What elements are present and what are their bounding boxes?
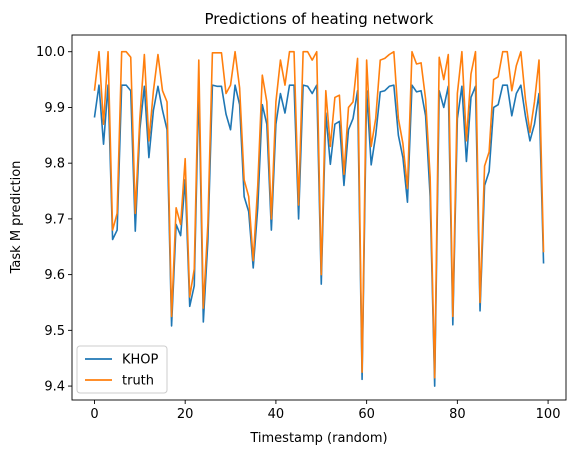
legend-label-truth: truth bbox=[122, 374, 154, 389]
y-tick-label: 9.8 bbox=[44, 157, 65, 172]
chart-title: Predictions of heating network bbox=[204, 10, 433, 28]
y-tick-label: 9.9 bbox=[44, 101, 65, 116]
y-axis-title: Task M prediction bbox=[9, 161, 24, 275]
legend-label-khop: KHOP bbox=[122, 353, 159, 368]
y-tick-label: 9.4 bbox=[44, 380, 65, 395]
x-tick-label: 100 bbox=[536, 407, 561, 422]
y-tick-label: 9.7 bbox=[44, 212, 65, 227]
legend: KHOP truth bbox=[76, 345, 168, 394]
axes-frame bbox=[71, 34, 567, 401]
x-tick-label: 80 bbox=[449, 407, 466, 422]
x-tick-label: 40 bbox=[268, 407, 285, 422]
plot-area bbox=[93, 50, 545, 387]
x-tick-label: 0 bbox=[90, 407, 98, 422]
axes: 0 20 40 60 80 100 9.4 9.5 9.6 9.7 9.8 9.9 10.0 bbox=[36, 34, 567, 422]
y-tick-label: 9.6 bbox=[44, 268, 65, 283]
legend-box bbox=[76, 345, 168, 394]
series-line-truth bbox=[93, 50, 545, 379]
y-tick-label: 9.5 bbox=[44, 324, 65, 339]
x-axis-title: Timestamp (random) bbox=[249, 431, 387, 446]
x-tick-label: 60 bbox=[358, 407, 375, 422]
x-tick-label: 20 bbox=[177, 407, 194, 422]
y-tick-label: 10.0 bbox=[36, 45, 65, 60]
